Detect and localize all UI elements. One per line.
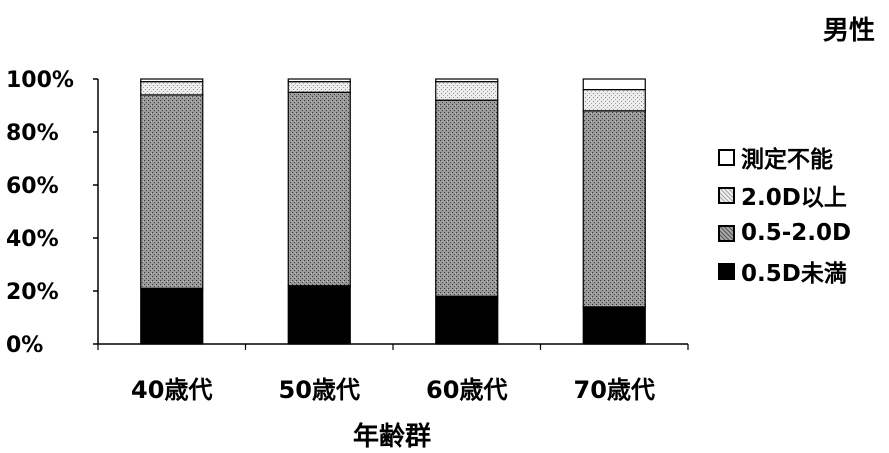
legend-swatch — [718, 186, 735, 204]
bar-stack — [140, 78, 204, 345]
legend-label: 測定不能 — [741, 147, 833, 173]
x-tick-label: 70歳代 — [574, 376, 655, 404]
bar-stack — [582, 78, 646, 345]
legend-item: 測定不能 — [718, 138, 851, 176]
bar-segment — [435, 99, 499, 297]
legend-item: 0.5D未満 — [718, 252, 851, 290]
bar-segment — [582, 306, 646, 345]
legend-swatch — [718, 148, 735, 166]
bar-segment — [582, 110, 646, 308]
bar-segment — [140, 94, 204, 289]
bar-stack — [287, 78, 351, 345]
legend-item: 2.0D以上 — [718, 176, 851, 214]
x-tick-label: 50歳代 — [279, 376, 360, 404]
bar-segment — [287, 91, 351, 287]
legend: 測定不能 2.0D以上 0.5-2.0D 0.5D未満 — [718, 138, 851, 290]
y-tick-label: 40% — [6, 227, 59, 252]
y-tick-label: 60% — [6, 174, 59, 199]
legend-label: 0.5D未満 — [741, 261, 847, 287]
x-tick-label: 60歳代 — [426, 376, 507, 404]
legend-item: 0.5-2.0D — [718, 214, 851, 252]
bar-segment — [140, 81, 204, 96]
bar-segment — [287, 285, 351, 345]
y-tick-label: 80% — [6, 121, 59, 146]
bar-segment — [140, 78, 204, 83]
bar-segment — [435, 295, 499, 345]
x-tick-label: 40歳代 — [131, 376, 212, 404]
chart-title: 男性 — [822, 16, 875, 46]
y-tick-label: 0% — [6, 333, 43, 358]
bar-stack — [435, 78, 499, 345]
legend-label: 2.0D以上 — [741, 185, 847, 211]
bar-segment — [582, 78, 646, 91]
y-tick-label: 100% — [6, 68, 74, 93]
bar-segment — [287, 81, 351, 93]
bar-segment — [582, 88, 646, 112]
bar-segment — [435, 78, 499, 83]
legend-label: 0.5-2.0D — [741, 220, 852, 246]
bar-segment — [435, 81, 499, 101]
bar-segment — [287, 78, 351, 83]
bar-segment — [140, 287, 204, 345]
y-tick-label: 20% — [6, 280, 59, 305]
x-axis-label: 年齢群 — [352, 422, 431, 452]
legend-swatch — [718, 224, 735, 242]
legend-swatch — [718, 262, 735, 280]
